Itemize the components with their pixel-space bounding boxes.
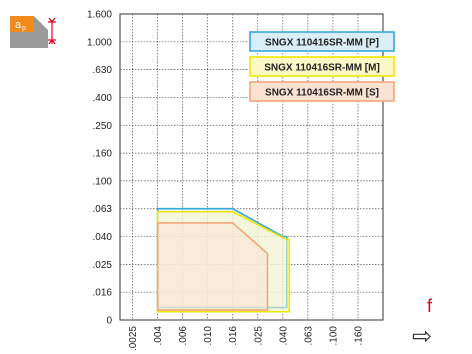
y-tick-label: .100: [93, 176, 113, 187]
legend: SNGX 110416SR-MM [P] SNGX 110416SR-MM [M]…: [249, 31, 395, 102]
insert-subscript: p: [22, 25, 26, 32]
y-tick-label: .016: [93, 288, 113, 299]
insert-depth-icon: a p: [10, 16, 58, 48]
insert-letter: a: [15, 19, 22, 31]
legend-label: SNGX 110416SR-MM [S]: [265, 88, 379, 99]
y-tick-label: 1.600: [87, 10, 112, 21]
x-tick-labels: .0025 .004 .006 .010 .016 .025 .040 .063 .100 .16…: [128, 326, 364, 351]
legend-box: [249, 56, 395, 77]
y-tick-label: .630: [93, 65, 113, 76]
y-tick-label: .160: [93, 149, 113, 160]
area-series: [156, 222, 269, 311]
x-tick-label: .016: [228, 326, 239, 346]
legend-box: [249, 81, 395, 102]
legend-label: SNGX 110416SR-MM [M]: [264, 63, 380, 74]
y-tick-label: .250: [93, 121, 113, 132]
x-tick-label: .004: [153, 326, 164, 346]
y-tick-label: 1.000: [87, 37, 112, 48]
y-tick-labels: 1.600 1.000 .630 .400 .250 .160 .100 .063 .040 .0…: [87, 10, 112, 327]
x-tick-label: .063: [303, 326, 314, 346]
x-tick-label: .040: [278, 326, 289, 346]
x-tick-label: .100: [328, 326, 339, 346]
feed-label: f: [427, 296, 433, 316]
y-tick-label: .063: [93, 204, 113, 215]
x-tick-label: .160: [353, 326, 364, 346]
feed-arrow-icon: ⇨: [412, 323, 432, 350]
data-areas: [156, 207, 291, 313]
x-tick-label: .010: [203, 326, 214, 346]
x-tick-label: .0025: [128, 326, 139, 351]
legend-label: SNGX 110416SR-MM [P]: [265, 38, 379, 49]
y-tick-label: 0: [106, 316, 112, 327]
x-tick-label: .025: [253, 326, 264, 346]
y-tick-label: .025: [93, 260, 113, 271]
y-tick-label: .400: [93, 93, 113, 104]
x-tick-label: .006: [178, 326, 189, 346]
y-tick-label: .040: [93, 232, 113, 243]
legend-box: [249, 31, 395, 52]
